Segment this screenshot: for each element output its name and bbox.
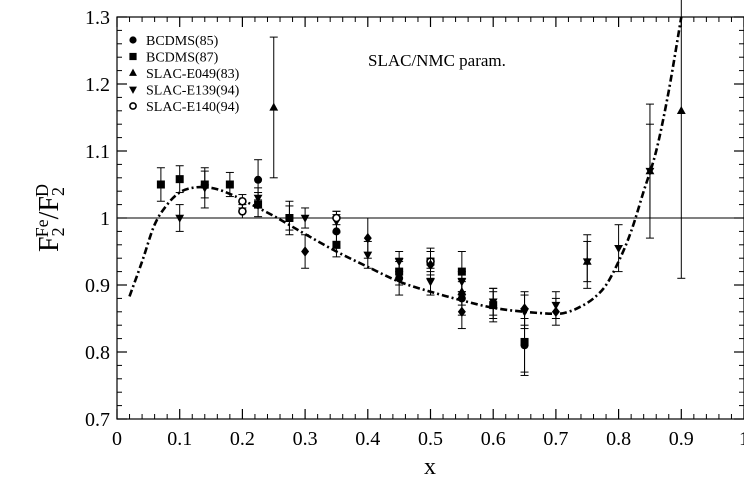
fit-curve-layer	[128, 16, 683, 316]
data-point	[300, 214, 310, 223]
legend-marker	[129, 36, 137, 44]
data-point	[676, 106, 686, 114]
y-tick-label: 1.2	[85, 74, 110, 96]
x-tick-label: 0.6	[481, 428, 506, 450]
legend-label: SLAC-E139(94)	[146, 84, 240, 99]
y-title-slash: /F	[34, 196, 65, 219]
x-tick-label: 1	[739, 428, 744, 450]
x-tick-label: 0.1	[167, 428, 192, 450]
data-point	[394, 258, 404, 267]
data-point	[332, 240, 341, 249]
legend-label: BCDMS(85)	[146, 34, 219, 49]
x-tick-label: 0.4	[355, 428, 380, 450]
data-point	[225, 180, 234, 189]
data-point	[426, 278, 435, 287]
legend: BCDMS(85) BCDMS(87)SLAC-E049(83) SLAC-E139…	[129, 34, 240, 115]
y-tick-label: 0.9	[85, 275, 110, 297]
data-point	[457, 306, 466, 317]
x-tick-label: 0.3	[293, 428, 318, 450]
y-tick-label: 0.8	[85, 342, 110, 364]
data-points-layer	[156, 0, 686, 376]
x-tick-label: 0.5	[418, 428, 443, 450]
y-title-sub2: 2	[48, 187, 68, 196]
x-tick-label: 0.9	[669, 428, 694, 450]
data-point	[614, 244, 623, 253]
data-point	[332, 213, 341, 223]
y-tick-label: 1.3	[85, 7, 110, 29]
y-axis-title: F2Fe/F2D	[32, 184, 68, 252]
data-point	[156, 180, 165, 189]
legend-label: BCDMS(87)	[146, 51, 219, 66]
x-tick-label: 0.2	[230, 428, 255, 450]
data-point	[269, 102, 279, 111]
data-point	[254, 175, 263, 184]
data-point	[301, 246, 310, 257]
ticks-layer: 0 0.1 0.2 0.3 0.4 0.5 0.6 0.7 0.8 0.9 1 0.7 0.8 0.9 1 1…	[85, 7, 744, 450]
data-point	[489, 299, 498, 311]
data-point	[253, 194, 263, 203]
data-point	[175, 214, 185, 223]
data-point	[175, 175, 184, 184]
y-title-sup: Fe	[32, 219, 52, 237]
x-tick-label: 0.8	[606, 428, 631, 450]
fit-curve	[128, 16, 683, 316]
data-point	[645, 167, 655, 176]
data-point	[520, 303, 529, 314]
legend-label: SLAC-E049(83)	[146, 67, 240, 82]
x-axis-title: x	[424, 454, 436, 478]
y-title-main: F	[34, 236, 65, 252]
y-tick-label: 1	[100, 208, 110, 230]
legend-marker	[129, 86, 137, 94]
legend-label: SLAC-E140(94)	[146, 100, 240, 115]
data-point	[426, 259, 435, 271]
data-point	[285, 214, 294, 222]
data-point	[520, 337, 529, 346]
data-point	[200, 184, 210, 193]
legend-marker	[129, 102, 137, 110]
data-point	[238, 207, 247, 216]
data-point	[457, 278, 467, 287]
legend-marker	[129, 52, 137, 61]
x-tick-label: 0	[112, 428, 122, 450]
y-tick-label: 1.1	[85, 141, 110, 163]
y-tick-label: 0.7	[85, 409, 110, 431]
data-point	[582, 258, 592, 267]
y-title-sup2: D	[32, 184, 52, 197]
data-point	[238, 196, 247, 206]
data-point	[551, 306, 560, 317]
y-title-sub: 2	[48, 227, 68, 236]
annotation-label: SLAC/NMC param.	[368, 51, 506, 70]
data-point	[363, 232, 372, 244]
x-tick-label: 0.7	[543, 428, 568, 450]
legend-marker	[129, 68, 137, 76]
